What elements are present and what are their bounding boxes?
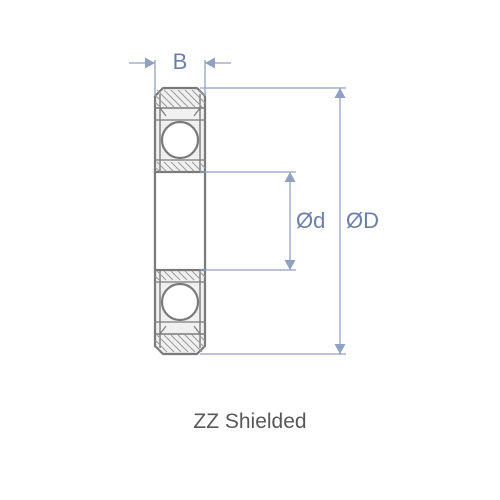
diagram-stage: B Ød ØD ZZ Shielded [0,0,500,500]
caption: ZZ Shielded [0,410,500,434]
dim-label-B: B [173,49,188,74]
bearing-body [155,88,205,354]
dim-label-d: Ød [296,208,325,233]
dim-label-D: ØD [346,208,379,233]
